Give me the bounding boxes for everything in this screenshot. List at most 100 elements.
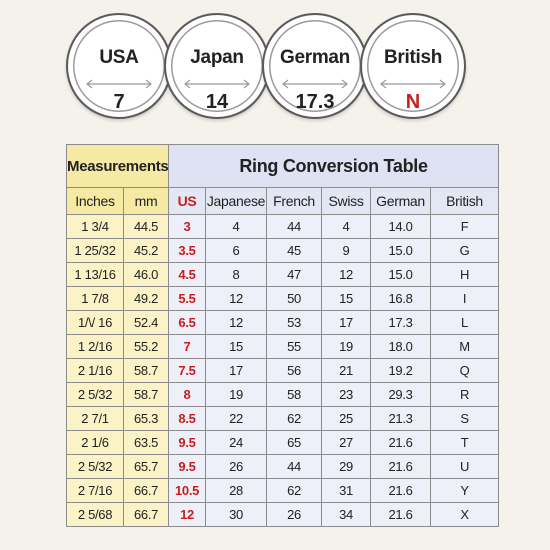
cell-british: X <box>430 502 500 527</box>
cell-mm: 65.7 <box>122 454 170 479</box>
cell-swiss: 29 <box>321 454 372 479</box>
cell-inches: 2 1/16 <box>66 358 124 383</box>
cell-us: 8.5 <box>168 406 207 431</box>
cell-british: T <box>430 430 500 455</box>
table-row: 1 7/8 49.2 5.5 12 50 15 16.8 I <box>66 286 500 311</box>
size-badge-japan: Japan 14 <box>164 13 270 119</box>
cell-mm: 55.2 <box>122 334 170 359</box>
cell-french: 62 <box>266 478 323 503</box>
cell-us: 7.5 <box>168 358 207 383</box>
cell-mm: 66.7 <box>122 478 170 503</box>
cell-british: Q <box>430 358 500 383</box>
column-header-us: US <box>168 187 207 215</box>
cell-us: 7 <box>168 334 207 359</box>
cell-french: 58 <box>266 382 323 407</box>
badge-label: German <box>279 47 350 68</box>
cell-us: 10.5 <box>168 478 207 503</box>
column-header-inches: Inches <box>66 187 124 215</box>
table-title: Ring Conversion Table <box>168 144 500 188</box>
cell-mm: 44.5 <box>122 214 170 239</box>
table-row: 1 13/16 46.0 4.5 8 47 12 15.0 H <box>66 262 500 287</box>
cell-mm: 66.7 <box>122 502 170 527</box>
table-row: 2 1/16 58.7 7.5 17 56 21 19.2 Q <box>66 358 500 383</box>
cell-swiss: 25 <box>321 406 372 431</box>
cell-us: 9.5 <box>168 430 207 455</box>
cell-french: 56 <box>266 358 323 383</box>
cell-mm: 58.7 <box>122 358 170 383</box>
table-row: 2 5/32 65.7 9.5 26 44 29 21.6 U <box>66 454 500 479</box>
cell-swiss: 12 <box>321 262 372 287</box>
cell-swiss: 9 <box>321 238 372 263</box>
table-body: 1 3/4 44.5 3 4 44 4 14.0 F 1 25/32 45.2 3.5 6 45 9 15.… <box>66 214 500 527</box>
cell-us: 12 <box>168 502 207 527</box>
cell-inches: 1 13/16 <box>66 262 124 287</box>
column-header-mm: mm <box>122 187 170 215</box>
double-arrow-icon <box>380 79 446 89</box>
cell-mm: 63.5 <box>122 430 170 455</box>
cell-inches: 1 25/32 <box>66 238 124 263</box>
cell-inches: 1 7/8 <box>66 286 124 311</box>
column-header-german: German <box>370 187 432 215</box>
cell-japanese: 28 <box>205 478 268 503</box>
badge-label: British <box>383 47 443 68</box>
cell-inches: 1 3/4 <box>66 214 124 239</box>
cell-british: H <box>430 262 500 287</box>
cell-japanese: 15 <box>205 334 268 359</box>
badge-label: USA <box>99 47 139 68</box>
size-badge-german: German 17.3 <box>262 13 368 119</box>
cell-german: 15.0 <box>370 262 432 287</box>
column-header-japanese: Japanese <box>205 187 268 215</box>
cell-german: 16.8 <box>370 286 432 311</box>
cell-mm: 58.7 <box>122 382 170 407</box>
cell-inches: 1 2/16 <box>66 334 124 359</box>
column-header-british: British <box>430 187 500 215</box>
cell-japanese: 8 <box>205 262 268 287</box>
cell-mm: 46.0 <box>122 262 170 287</box>
cell-british: I <box>430 286 500 311</box>
cell-us: 9.5 <box>168 454 207 479</box>
cell-german: 19.2 <box>370 358 432 383</box>
double-arrow-icon <box>86 79 152 89</box>
cell-us: 3 <box>168 214 207 239</box>
cell-swiss: 27 <box>321 430 372 455</box>
cell-french: 65 <box>266 430 323 455</box>
cell-german: 29.3 <box>370 382 432 407</box>
cell-inches: 2 5/32 <box>66 454 124 479</box>
cell-german: 21.6 <box>370 454 432 479</box>
cell-french: 47 <box>266 262 323 287</box>
cell-french: 55 <box>266 334 323 359</box>
measurements-header: Measurements <box>65 144 170 188</box>
cell-british: Y <box>430 478 500 503</box>
cell-us: 5.5 <box>168 286 207 311</box>
cell-inches: 2 5/32 <box>66 382 124 407</box>
size-badge-british: British N <box>360 13 466 119</box>
cell-inches: 2 7/1 <box>66 406 124 431</box>
cell-japanese: 4 <box>205 214 268 239</box>
cell-japanese: 24 <box>205 430 268 455</box>
cell-swiss: 21 <box>321 358 372 383</box>
cell-british: U <box>430 454 500 479</box>
cell-mm: 45.2 <box>122 238 170 263</box>
cell-japanese: 30 <box>205 502 268 527</box>
cell-japanese: 17 <box>205 358 268 383</box>
cell-german: 21.6 <box>370 502 432 527</box>
cell-mm: 52.4 <box>122 310 170 335</box>
cell-swiss: 23 <box>321 382 372 407</box>
cell-inches: 2 7/16 <box>66 478 124 503</box>
cell-german: 21.6 <box>370 478 432 503</box>
cell-japanese: 12 <box>205 310 268 335</box>
cell-french: 44 <box>266 214 323 239</box>
cell-swiss: 15 <box>321 286 372 311</box>
size-badge-usa: USA 7 <box>66 13 172 119</box>
column-header-row: Inches mm US Japanese French Swiss German Briti… <box>66 187 500 215</box>
cell-us: 8 <box>168 382 207 407</box>
cell-french: 62 <box>266 406 323 431</box>
cell-swiss: 4 <box>321 214 372 239</box>
cell-french: 26 <box>266 502 323 527</box>
cell-japanese: 26 <box>205 454 268 479</box>
cell-inches: 2 1/6 <box>66 430 124 455</box>
table-row: 2 7/1 65.3 8.5 22 62 25 21.3 S <box>66 406 500 431</box>
table-row: 1 25/32 45.2 3.5 6 45 9 15.0 G <box>66 238 500 263</box>
cell-german: 17.3 <box>370 310 432 335</box>
table-row: 1 3/4 44.5 3 4 44 4 14.0 F <box>66 214 500 239</box>
